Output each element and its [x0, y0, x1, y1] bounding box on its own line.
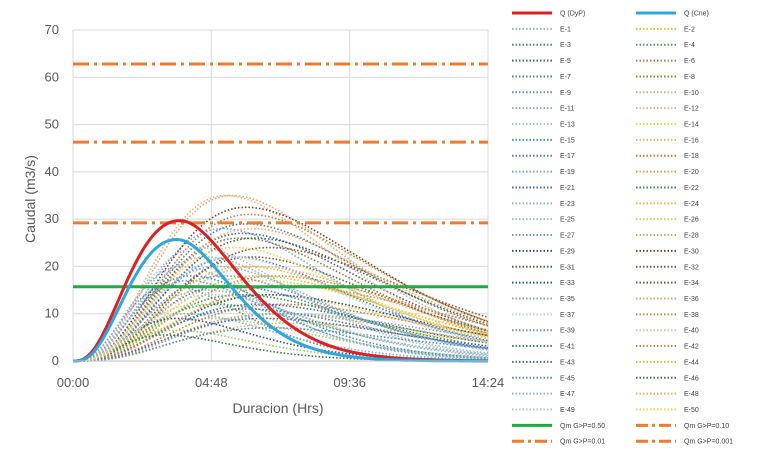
legend-label: E-37	[560, 312, 575, 319]
legend-label: E-30	[684, 248, 699, 255]
y-tick-label: 30	[45, 211, 59, 226]
series-line-e-40	[73, 303, 489, 362]
plot-area	[72, 62, 489, 363]
x-tick-label: 04:48	[195, 375, 228, 390]
legend-label: Qm G>P=0.01	[560, 439, 605, 446]
legend-label: E-29	[560, 248, 575, 255]
legend-label: E-39	[560, 328, 575, 335]
series-line-e-35	[73, 312, 489, 362]
legend-label: E-22	[684, 185, 699, 192]
legend-label: Qm G>P=0.10	[684, 423, 729, 430]
legend-label: E-6	[684, 58, 695, 65]
legend-label: E-16	[684, 137, 699, 144]
series-line-e-7	[73, 223, 489, 362]
legend-label: E-14	[684, 122, 699, 129]
series-line-e-46	[73, 334, 489, 362]
legend-label: E-8	[684, 74, 695, 81]
series-line-e-12	[73, 194, 489, 362]
series-line-e-30	[73, 206, 489, 362]
legend-label: E-11	[560, 106, 574, 113]
legend-label: Qm G>P=0.001	[684, 439, 733, 446]
legend-label: E-38	[684, 312, 699, 319]
x-tick-label: 14:24	[472, 375, 505, 390]
legend-label: E-43	[560, 359, 575, 366]
legend-label: E-49	[560, 407, 575, 414]
legend-label: E-35	[560, 296, 575, 303]
x-tick-label: 09:36	[333, 375, 366, 390]
legend-label: E-44	[684, 359, 699, 366]
series-line-e-18	[73, 303, 489, 362]
legend-label: E-45	[560, 375, 575, 382]
legend-label: E-5	[560, 58, 571, 65]
legend-label: E-46	[684, 375, 699, 382]
y-tick-label: 70	[45, 22, 59, 37]
series-line-e-48	[73, 227, 489, 362]
legend-label: E-41	[560, 344, 575, 351]
series-line-e-49	[73, 293, 489, 362]
y-tick-label: 0	[52, 353, 59, 368]
legend-label: Q (DyP)	[560, 11, 585, 18]
legend-label: E-48	[684, 391, 699, 398]
legend-label: E-28	[684, 233, 699, 240]
series-line-e-22	[73, 293, 489, 362]
legend-label: Q (Cne)	[684, 11, 709, 18]
legend: Q (DyP) Q (Cne) E-1 E-2 E-3 E-4 E-5 E-6 E-7 E-8 E-…	[512, 11, 733, 446]
y-tick-label: 60	[45, 69, 59, 84]
x-tick-label: 00:00	[57, 375, 90, 390]
legend-label: E-9	[560, 90, 571, 97]
legend-label: E-19	[560, 169, 575, 176]
legend-label: E-12	[684, 106, 699, 113]
series-line-e-17	[73, 284, 489, 362]
legend-label: E-40	[684, 328, 699, 335]
legend-label: E-18	[684, 153, 699, 160]
legend-label: E-42	[684, 344, 699, 351]
y-tick-label: 10	[45, 306, 59, 321]
legend-label: E-4	[684, 42, 695, 49]
legend-label: E-15	[560, 137, 575, 144]
legend-label: E-1	[560, 26, 571, 33]
legend-label: E-23	[560, 201, 575, 208]
legend-label: E-26	[684, 217, 699, 224]
series-line-e-15	[73, 275, 489, 362]
legend-label: E-20	[684, 169, 699, 176]
axes: 0 10 20 30 40 50 60 70 00:00 04:48 09:36 14:24	[45, 22, 505, 390]
legend-label: E-34	[684, 280, 699, 287]
legend-label: E-10	[684, 90, 699, 97]
series-line-e-45	[73, 327, 489, 362]
legend-label: E-47	[560, 391, 575, 398]
y-axis-title: Caudal (m3/s)	[22, 155, 38, 243]
legend-label: E-31	[560, 264, 575, 271]
y-tick-label: 20	[45, 258, 59, 273]
series-line-e-6	[73, 213, 489, 362]
legend-label: E-36	[684, 296, 699, 303]
series-line-e-29	[73, 293, 489, 362]
legend-label: E-7	[560, 74, 571, 81]
legend-label: E-50	[684, 407, 699, 414]
legend-label: E-27	[560, 233, 575, 240]
series-line-e-27	[73, 279, 489, 362]
y-tick-label: 50	[45, 117, 59, 132]
series-line-e-50	[73, 246, 489, 362]
legend-label: E-24	[684, 201, 699, 208]
legend-label: Qm G>P=0.50	[560, 423, 605, 430]
legend-label: E-13	[560, 122, 575, 129]
legend-label: E-32	[684, 264, 699, 271]
legend-label: E-2	[684, 26, 695, 33]
legend-label: E-33	[560, 280, 575, 287]
legend-label: E-3	[560, 42, 571, 49]
series-line-e-36	[73, 194, 489, 362]
x-axis-title: Duracion (Hrs)	[232, 400, 323, 416]
series-line-e-24	[73, 322, 489, 362]
series-line-e-32	[73, 246, 489, 362]
series-line-e-37	[73, 256, 489, 362]
series-line-e-16	[73, 265, 489, 362]
legend-label: E-17	[560, 153, 575, 160]
series-line-e-41	[73, 308, 489, 362]
series-line-e-44	[73, 265, 489, 362]
y-tick-label: 40	[45, 164, 59, 179]
legend-label: E-21	[560, 185, 575, 192]
legend-label: E-25	[560, 217, 575, 224]
